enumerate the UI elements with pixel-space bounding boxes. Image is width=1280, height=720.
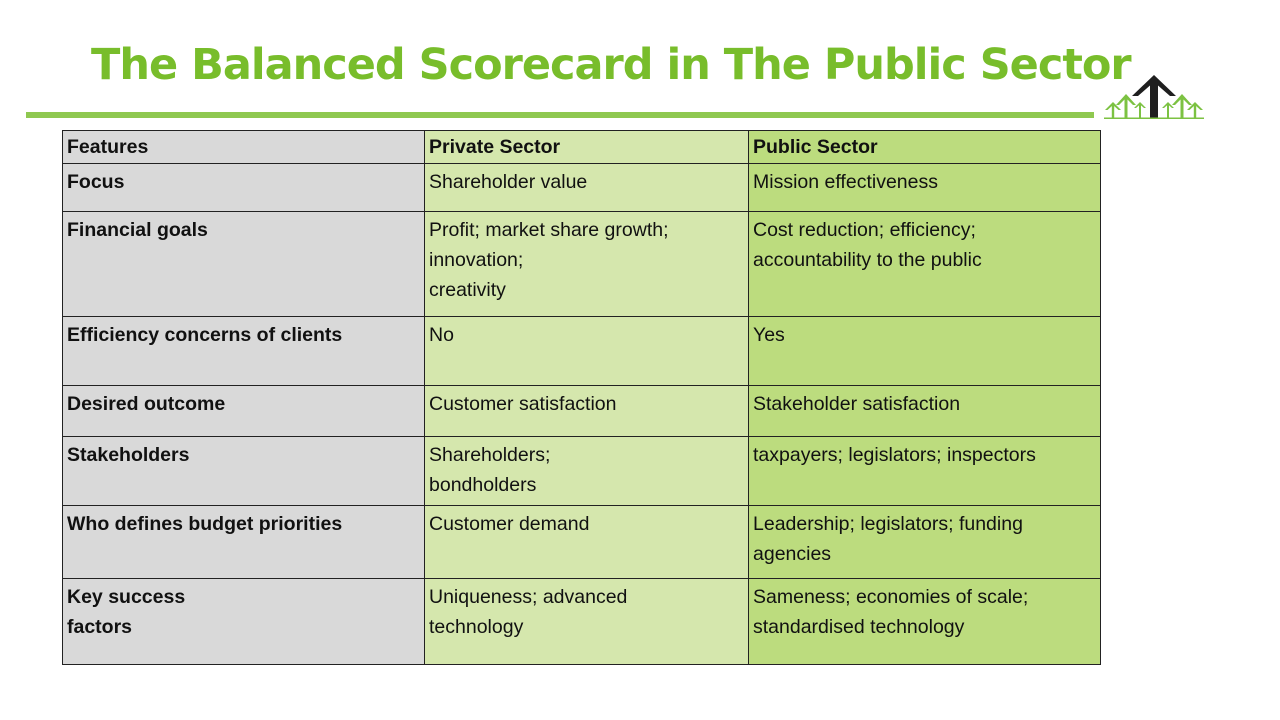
feature-cell: Key success factors — [62, 578, 425, 665]
table-row: Financial goals Profit; market share gro… — [62, 211, 1101, 317]
comparison-table: Features Private Sector Public Sector Fo… — [62, 130, 1101, 665]
private-text: bondholders — [429, 474, 537, 496]
private-text: Profit; market share growth; — [429, 219, 669, 241]
public-text: Cost reduction; efficiency; — [753, 219, 976, 241]
public-text: Stakeholder satisfaction — [753, 393, 961, 415]
feature-cell: Financial goals — [62, 211, 425, 317]
feature-text: Efficiency concerns of clients — [67, 324, 343, 346]
feature-text: Who defines budget priorities — [67, 513, 343, 535]
public-cell: Stakeholder satisfaction — [748, 385, 1101, 437]
public-cell: taxpayers; legislators; inspectors — [748, 436, 1101, 506]
feature-cell: Desired outcome — [62, 385, 425, 437]
slide-title: The Balanced Scorecard in The Public Sec… — [91, 40, 1132, 90]
table-row: Who defines budget priorities Customer d… — [62, 505, 1101, 579]
table-row: Key success factors Uniqueness; advanced… — [62, 578, 1101, 665]
feature-text: Desired outcome — [67, 393, 226, 415]
public-text: taxpayers; legislators; inspectors — [753, 444, 1036, 466]
feature-cell: Focus — [62, 163, 425, 212]
public-cell: Yes — [748, 316, 1101, 386]
private-cell: Shareholder value — [424, 163, 749, 212]
private-text: Shareholder value — [429, 171, 588, 193]
feature-text: Focus — [67, 171, 125, 193]
table-row: Desired outcome Customer satisfaction St… — [62, 385, 1101, 437]
public-text: standardised technology — [753, 616, 965, 638]
public-cell: Cost reduction; efficiency; accountabili… — [748, 211, 1101, 317]
title-underline — [26, 112, 1094, 118]
private-text: creativity — [429, 279, 506, 301]
private-text: innovation; — [429, 249, 524, 271]
private-cell: Profit; market share growth; innovation;… — [424, 211, 749, 317]
private-cell: Customer satisfaction — [424, 385, 749, 437]
private-text: Customer demand — [429, 513, 590, 535]
private-text: Shareholders; — [429, 444, 551, 466]
public-cell: Sameness; economies of scale; standardis… — [748, 578, 1101, 665]
header-private-sector: Private Sector — [424, 130, 749, 164]
private-cell: Shareholders; bondholders — [424, 436, 749, 506]
private-cell: No — [424, 316, 749, 386]
private-text: technology — [429, 616, 524, 638]
private-text: No — [429, 324, 454, 346]
private-text: Uniqueness; advanced — [429, 586, 628, 608]
header-features: Features — [62, 130, 425, 164]
feature-text: Stakeholders — [67, 444, 190, 466]
feature-cell: Stakeholders — [62, 436, 425, 506]
private-cell: Uniqueness; advanced technology — [424, 578, 749, 665]
public-text: Yes — [753, 324, 785, 346]
feature-text: factors — [67, 616, 133, 638]
feature-text: Financial goals — [67, 219, 208, 241]
feature-cell: Who defines budget priorities — [62, 505, 425, 579]
public-text: Sameness; economies of scale; — [753, 586, 1029, 608]
public-text: Mission effectiveness — [753, 171, 938, 193]
private-text: Customer satisfaction — [429, 393, 617, 415]
table-header-row: Features Private Sector Public Sector — [62, 130, 1101, 164]
table-row: Stakeholders Shareholders; bondholders t… — [62, 436, 1101, 506]
header-public-sector: Public Sector — [748, 130, 1101, 164]
public-cell: Leadership; legislators; funding agencie… — [748, 505, 1101, 579]
public-text: accountability to the public — [753, 249, 982, 271]
public-cell: Mission effectiveness — [748, 163, 1101, 212]
feature-cell: Efficiency concerns of clients — [62, 316, 425, 386]
arrows-up-logo-icon — [1104, 75, 1204, 119]
table-row: Focus Shareholder value Mission effectiv… — [62, 163, 1101, 212]
table-row: Efficiency concerns of clients No Yes — [62, 316, 1101, 386]
private-cell: Customer demand — [424, 505, 749, 579]
feature-text: Key success — [67, 586, 186, 608]
